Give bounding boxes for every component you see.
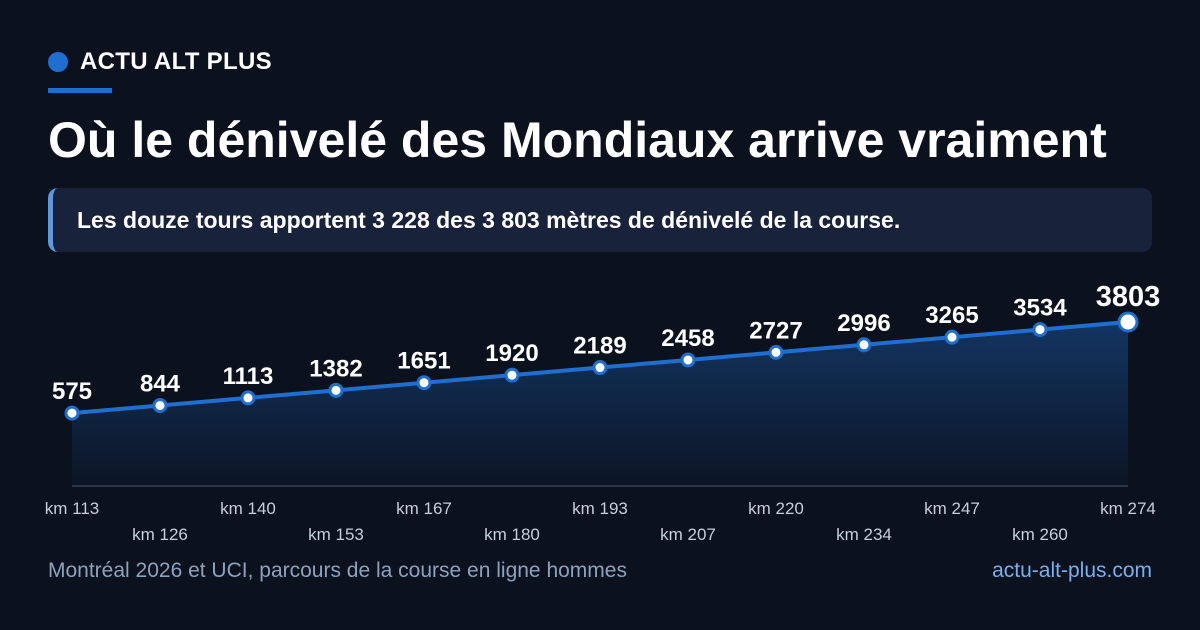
data-label: 3265 xyxy=(925,302,978,329)
x-tick-label: km 247 xyxy=(924,499,980,518)
data-point xyxy=(1117,311,1139,333)
data-point xyxy=(328,382,344,398)
data-label: 2727 xyxy=(749,317,802,344)
data-point xyxy=(240,390,256,406)
data-point xyxy=(944,329,960,345)
data-label: 1920 xyxy=(485,340,538,367)
brand-underline xyxy=(48,88,112,93)
subtitle: Les douze tours apportent 3 228 des 3 80… xyxy=(77,206,901,233)
data-point xyxy=(152,398,168,414)
data-label: 1113 xyxy=(223,363,274,390)
data-point xyxy=(1032,322,1048,338)
x-tick-label: km 126 xyxy=(132,525,188,544)
data-label: 1651 xyxy=(397,348,450,375)
brand-name: ACTU ALT PLUS xyxy=(80,48,272,75)
data-label: 2458 xyxy=(661,325,714,352)
footer-url: actu-alt-plus.com xyxy=(992,559,1152,582)
data-point xyxy=(416,375,432,391)
data-label: 1382 xyxy=(309,355,362,382)
brand: ACTU ALT PLUS xyxy=(48,48,272,76)
x-tick-label: km 260 xyxy=(1012,525,1068,544)
data-label: 2189 xyxy=(573,333,626,360)
x-tick-label: km 167 xyxy=(396,499,452,518)
data-point xyxy=(504,367,520,383)
data-point xyxy=(64,405,80,421)
subtitle-box: Les douze tours apportent 3 228 des 3 80… xyxy=(48,188,1152,252)
x-tick-label: km 180 xyxy=(484,525,540,544)
data-label: 844 xyxy=(140,371,181,398)
brand-dot-icon xyxy=(48,52,68,72)
x-tick-label: km 193 xyxy=(572,499,628,518)
data-label: 3803 xyxy=(1096,281,1161,313)
x-tick-label: km 153 xyxy=(308,525,364,544)
area-fill xyxy=(72,322,1128,486)
x-tick-label: km 140 xyxy=(220,499,276,518)
data-label: 3534 xyxy=(1013,295,1067,322)
data-point xyxy=(592,360,608,376)
x-tick-label: km 274 xyxy=(1100,499,1156,518)
x-tick-label: km 234 xyxy=(836,525,892,544)
data-label: 575 xyxy=(52,378,92,405)
data-label: 2996 xyxy=(837,310,890,337)
data-point xyxy=(768,344,784,360)
elevation-chart: 575 844 1113 1382 1651 1920 2189 2458 2727 2996 32… xyxy=(45,281,1161,544)
footer-source: Montréal 2026 et UCI, parcours de la cou… xyxy=(48,559,627,582)
data-point xyxy=(680,352,696,368)
data-point xyxy=(856,337,872,353)
x-tick-label: km 207 xyxy=(660,525,716,544)
headline: Où le dénivelé des Mondiaux arrive vraim… xyxy=(48,112,1107,168)
x-tick-label: km 113 xyxy=(45,499,100,518)
x-tick-label: km 220 xyxy=(748,499,804,518)
